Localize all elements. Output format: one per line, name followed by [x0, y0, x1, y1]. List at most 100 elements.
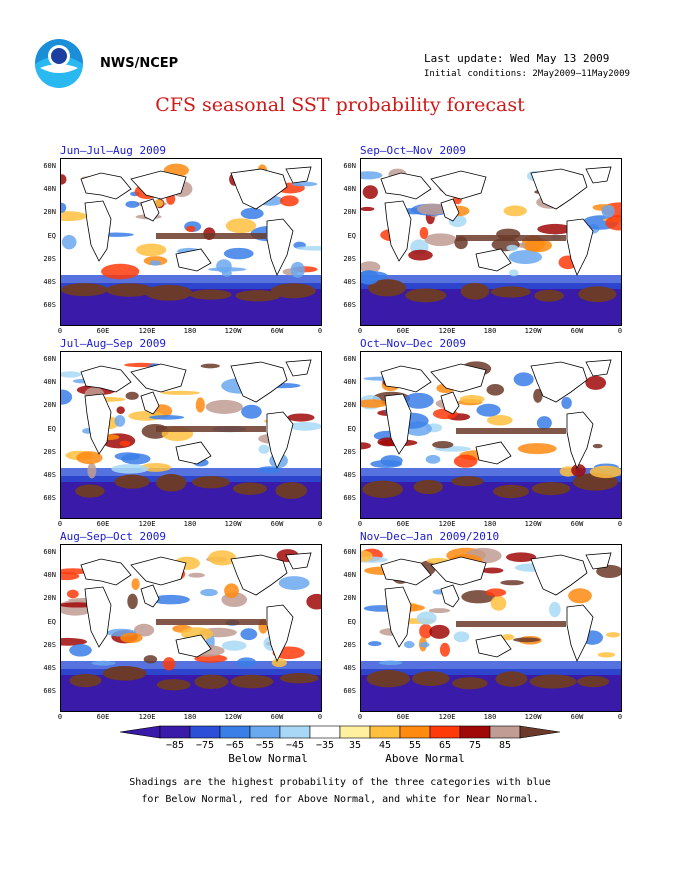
lat-label: EQ [47, 232, 56, 240]
lon-label: 0 [317, 520, 323, 528]
colorbar-tick-label: −55 [255, 740, 275, 751]
lat-label: 60S [43, 687, 56, 695]
lon-label: 60W [270, 713, 284, 721]
lon-label: 0 [617, 327, 623, 335]
lon-label: 60E [96, 520, 110, 528]
lon-label: 180 [483, 520, 497, 528]
lat-label: 60N [343, 355, 356, 363]
lon-label: 120E [138, 327, 156, 335]
lon-label: 60E [396, 520, 410, 528]
lat-label: EQ [347, 618, 356, 626]
lon-label: 120W [524, 520, 542, 528]
panel-title: Jun–Jul–Aug 2009 [60, 144, 166, 157]
lat-label: 60S [343, 494, 356, 502]
lon-label: 180 [483, 713, 497, 721]
lon-label: 60E [96, 713, 110, 721]
lat-label: 60S [43, 301, 56, 309]
lon-label: 0 [357, 520, 363, 528]
noaa-logo-icon [35, 39, 83, 88]
lat-label: 60N [43, 355, 56, 363]
colorbar-tick-label: 35 [348, 740, 362, 751]
lat-label: 60N [343, 162, 356, 170]
lon-label: 0 [317, 713, 323, 721]
lat-label: 40N [343, 571, 356, 579]
lon-label: 120E [438, 713, 456, 721]
above-normal-label: Above Normal [385, 752, 465, 765]
colorbar-tick-label: −75 [195, 740, 215, 751]
lon-label: 0 [317, 327, 323, 335]
lon-label: 120W [224, 713, 242, 721]
colorbar-tick-label: 85 [498, 740, 512, 751]
lon-label: 60W [570, 713, 584, 721]
lon-label: 120W [524, 327, 542, 335]
sst-map [60, 158, 322, 326]
lon-label: 120E [438, 327, 456, 335]
lon-label: 60W [570, 327, 584, 335]
lat-label: 40S [43, 664, 56, 672]
lat-label: 20N [343, 401, 356, 409]
colorbar-tick-label: −65 [225, 740, 245, 751]
lon-label: 180 [483, 327, 497, 335]
lon-label: 0 [57, 327, 63, 335]
sst-map [360, 351, 622, 519]
colorbar-tick-label: 45 [378, 740, 392, 751]
lat-label: 20S [343, 448, 356, 456]
colorbar-tick-label: 75 [468, 740, 482, 751]
lat-label: 20N [43, 401, 56, 409]
sst-map [60, 544, 322, 712]
lat-label: 60S [43, 494, 56, 502]
lon-label: 60E [396, 713, 410, 721]
lon-label: 120W [524, 713, 542, 721]
lat-label: 20N [43, 208, 56, 216]
lat-label: 20S [43, 448, 56, 456]
lat-label: 20S [43, 641, 56, 649]
colorbar [120, 725, 560, 739]
lat-label: 40N [43, 571, 56, 579]
lon-label: 180 [183, 713, 197, 721]
panel-title: Sep–Oct–Nov 2009 [360, 144, 466, 157]
lon-label: 60E [96, 327, 110, 335]
lat-label: 40N [43, 378, 56, 386]
lon-label: 0 [57, 520, 63, 528]
sst-map [360, 158, 622, 326]
lat-label: 40N [43, 185, 56, 193]
colorbar-tick-label: 55 [408, 740, 422, 751]
lat-label: 40S [343, 471, 356, 479]
last-update: Last update: Wed May 13 2009 [424, 52, 610, 65]
lat-label: 20S [343, 255, 356, 263]
lat-label: EQ [347, 232, 356, 240]
lat-label: EQ [47, 618, 56, 626]
panel-title: Oct–Nov–Dec 2009 [360, 337, 466, 350]
lat-label: 60N [343, 548, 356, 556]
lon-label: 0 [357, 327, 363, 335]
lat-label: 40S [343, 664, 356, 672]
caption: Shadings are the highest probability of … [0, 774, 680, 808]
initial-conditions: Initial conditions: 2May2009–11May2009 [424, 69, 630, 79]
lat-label: 60N [43, 162, 56, 170]
colorbar-tick-label: −35 [315, 740, 335, 751]
lon-label: 120E [138, 713, 156, 721]
lat-label: 20S [343, 641, 356, 649]
lon-label: 60W [270, 520, 284, 528]
panel-title: Nov–Dec–Jan 2009/2010 [360, 530, 500, 543]
lon-label: 60W [570, 520, 584, 528]
caption-line-2: for Below Normal, red for Above Normal, … [141, 794, 539, 805]
lat-label: 60N [43, 548, 56, 556]
lat-label: 20N [343, 594, 356, 602]
lon-label: 0 [357, 713, 363, 721]
lon-label: 180 [183, 327, 197, 335]
page-title: CFS seasonal SST probability forecast [155, 94, 525, 116]
lon-label: 120W [224, 520, 242, 528]
lon-label: 120E [438, 520, 456, 528]
lat-label: 40S [343, 278, 356, 286]
panel-title: Jul–Aug–Sep 2009 [60, 337, 166, 350]
lon-label: 180 [183, 520, 197, 528]
colorbar-tick-label: 65 [438, 740, 452, 751]
lon-label: 0 [617, 713, 623, 721]
lat-label: 20N [343, 208, 356, 216]
lat-label: EQ [47, 425, 56, 433]
lon-label: 60W [270, 327, 284, 335]
panel-title: Aug–Sep–Oct 2009 [60, 530, 166, 543]
sst-map [60, 351, 322, 519]
sst-map [360, 544, 622, 712]
